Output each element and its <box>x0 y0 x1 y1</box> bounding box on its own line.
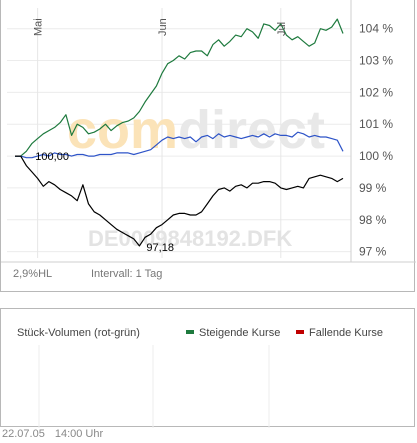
y-tick-label: 100 % <box>359 149 393 163</box>
watermark-brand-left: com <box>67 100 178 160</box>
percent-label: 2,9%HL <box>13 268 53 280</box>
legend-falling: Fallende Kurse <box>296 327 383 339</box>
y-tick-label: 103 % <box>359 54 393 68</box>
x-tick-label: Jul <box>276 22 288 36</box>
volume-grid <box>38 345 270 428</box>
legend-falling-swatch <box>296 330 304 335</box>
watermark-brand: comdirect <box>67 100 325 160</box>
chart-grid <box>1 0 416 263</box>
legend-rising-swatch <box>186 330 194 335</box>
watermark: comdirect DE0009848192.DFK <box>67 100 325 251</box>
price-chart: comdirect DE0009848192.DFK 104 % 103 % 102… <box>1 0 416 263</box>
x-tick-label: Mai <box>33 18 45 36</box>
chart-axes: 104 % 103 % 102 % 101 % 100 % 99 % 98 % 97 % Mai… <box>33 18 394 258</box>
y-tick-label: 102 % <box>359 85 393 99</box>
y-tick-label: 98 % <box>359 213 387 227</box>
y-tick-label: 99 % <box>359 181 387 195</box>
watermark-symbol: DE0009848192.DFK <box>88 226 292 251</box>
interval-label: Intervall: 1 Tag <box>91 268 163 280</box>
chart-annotations: 100,00 97,18 <box>35 151 174 254</box>
series-line-1 <box>15 131 344 159</box>
chart-series <box>15 18 344 247</box>
timestamp-date: 22.07.05 <box>2 428 45 440</box>
y-tick-label: 101 % <box>359 117 393 131</box>
x-tick-label: Jun <box>157 18 169 36</box>
y-tick-label: 104 % <box>359 22 393 36</box>
timestamp: 22.07.05 14:00 Uhr <box>2 428 113 440</box>
data-label: 97,18 <box>146 242 174 254</box>
timestamp-time: 14:00 Uhr <box>54 428 104 440</box>
legend-falling-label: Fallende Kurse <box>309 327 383 339</box>
legend-rising: Steigende Kurse <box>186 327 280 339</box>
series-line-2 <box>15 155 344 247</box>
legend-rising-label: Steigende Kurse <box>199 327 281 339</box>
volume-panel: Stück-Volumen (rot-grün) Steigende Kurse… <box>0 308 415 428</box>
data-label: 100,00 <box>35 151 69 163</box>
volume-title: Stück-Volumen (rot-grün) <box>17 327 140 339</box>
series-line-0 <box>15 18 344 157</box>
y-tick-label: 97 % <box>359 245 387 259</box>
watermark-brand-right: direct <box>178 100 325 160</box>
price-chart-panel: comdirect DE0009848192.DFK 104 % 103 % 102… <box>0 0 416 292</box>
